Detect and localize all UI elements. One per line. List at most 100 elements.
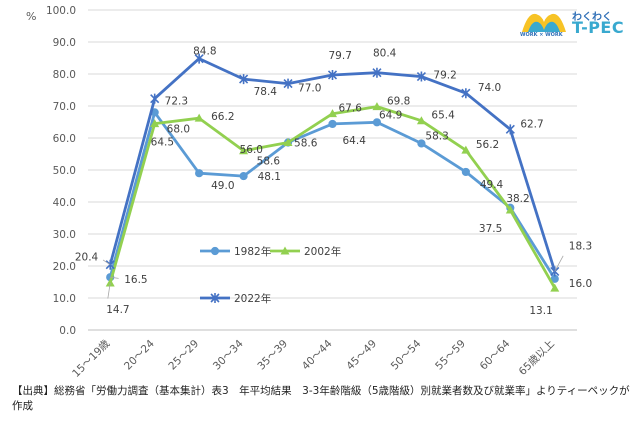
label-leader-line: [102, 259, 111, 266]
x-tick-label: 45～49: [344, 338, 379, 373]
data-point: [280, 246, 290, 255]
y-tick-label: 10.0: [53, 293, 76, 305]
data-label: 64.9: [379, 109, 402, 121]
data-point: [210, 293, 220, 303]
data-point: [283, 137, 293, 146]
x-tick-label: 60～64: [478, 337, 513, 372]
legend-item: 2022年: [200, 292, 271, 305]
data-point: [417, 139, 426, 148]
data-label: 58.6: [257, 155, 281, 167]
data-point: [372, 67, 382, 78]
data-point: [461, 167, 470, 177]
data-label: 67.6: [339, 103, 363, 115]
tpec-logo: わくわく T-PEC WORK × WORK: [520, 6, 632, 40]
data-label: 38.2: [506, 193, 529, 205]
source-note: 【出典】総務省「労働力調査（基本集計）表3 年平均結果 3-3年齢階級（5歳階級…: [12, 385, 630, 412]
data-point: [194, 113, 204, 122]
data-label: 64.4: [343, 135, 367, 147]
series-lines: [105, 53, 560, 292]
x-tick-label: 65歳以上: [517, 338, 557, 378]
y-axis-unit: %: [26, 10, 36, 23]
data-label: 37.5: [479, 223, 502, 235]
data-point: [194, 53, 204, 64]
data-point: [461, 88, 471, 99]
data-label: 58.6: [294, 137, 318, 149]
logo-top-text: わくわく: [572, 12, 612, 23]
logo-mark-icon: [522, 13, 566, 32]
data-point: [283, 78, 293, 89]
data-point: [327, 69, 338, 80]
logo-main-text: T-PEC: [572, 18, 625, 37]
axes: 0.0 10.0 20.0 30.0 40.0 50.0 60.0 70.0 80.0 90.0 1…: [26, 5, 577, 380]
data-point: [461, 145, 471, 154]
data-label: 13.1: [529, 305, 552, 317]
data-label: 14.7: [106, 304, 129, 316]
data-point: [150, 93, 160, 104]
data-label: 48.1: [258, 171, 281, 183]
data-point: [505, 205, 515, 214]
data-point: [239, 74, 249, 85]
data-point: [372, 102, 382, 111]
data-point: [550, 283, 560, 292]
label-leader-line: [110, 276, 119, 279]
legend-label: 2022年: [234, 292, 271, 305]
x-tick-label: 55～59: [433, 338, 468, 373]
data-label: 16.5: [124, 274, 147, 286]
data-point: [105, 278, 115, 287]
data-point: [328, 109, 337, 118]
data-label: 78.4: [254, 86, 278, 98]
data-point: [372, 118, 382, 127]
data-labels: 16.5 68.0 49.0 48.1 58.6 64.4 64.9 58.3 49.438.2…: [75, 46, 592, 317]
x-tick-label: 20～24: [122, 337, 157, 372]
y-tick-label: 0.0: [59, 325, 76, 337]
x-tick-label: 30～34: [211, 337, 246, 372]
label-leader-line: [107, 282, 111, 299]
legend: 1982年 2002年 2022年: [200, 245, 341, 305]
x-tick-label: 25～29: [166, 338, 201, 373]
y-tick-label: 20.0: [53, 261, 76, 273]
data-label: 72.3: [165, 96, 188, 108]
y-tick-label: 50.0: [53, 165, 76, 177]
data-label: 20.4: [75, 252, 99, 264]
legend-label: 2002年: [304, 245, 341, 258]
data-label: 80.4: [373, 48, 397, 60]
data-point: [416, 116, 426, 125]
data-point: [416, 71, 426, 82]
data-label: 18.3: [569, 240, 592, 252]
series-2002年: [105, 102, 560, 292]
x-tick-label: 40～44: [300, 337, 335, 372]
data-label: 69.8: [387, 96, 410, 108]
x-tick-label: 50～54: [389, 337, 424, 372]
x-tick-label: 35～39: [255, 338, 290, 373]
data-label: 49.0: [211, 180, 234, 192]
data-label: 79.7: [329, 50, 352, 62]
legend-item: 2002年: [270, 245, 341, 258]
data-point: [150, 119, 160, 128]
x-tick-label: 15～19歳: [70, 337, 113, 380]
data-label: 49.4: [480, 179, 504, 191]
data-label: 64.5: [151, 137, 174, 149]
data-label: 65.4: [431, 110, 455, 122]
data-point: [239, 146, 249, 155]
logo-sub-text: WORK × WORK: [520, 32, 563, 38]
y-tick-label: 80.0: [53, 69, 76, 81]
data-label: 66.2: [211, 111, 234, 123]
data-label: 84.8: [193, 46, 216, 58]
legend-label: 1982年: [234, 245, 271, 258]
data-point: [328, 119, 337, 129]
y-tick-label: 100.0: [46, 5, 76, 17]
y-tick-label: 40.0: [53, 197, 76, 209]
y-tick-label: 90.0: [53, 37, 76, 49]
series-2022年: [105, 53, 560, 277]
data-label: 58.3: [425, 130, 448, 142]
label-leader-line: [554, 255, 564, 272]
data-label: 56.2: [476, 139, 499, 151]
y-tick-label: 60.0: [53, 133, 76, 145]
y-tick-label: 70.0: [53, 101, 76, 113]
data-label: 16.0: [569, 278, 592, 290]
data-label: 77.0: [298, 83, 321, 95]
data-point: [210, 246, 220, 256]
data-label: 62.7: [520, 118, 543, 130]
y-tick-label: 30.0: [53, 229, 76, 241]
data-label: 74.0: [478, 82, 501, 94]
